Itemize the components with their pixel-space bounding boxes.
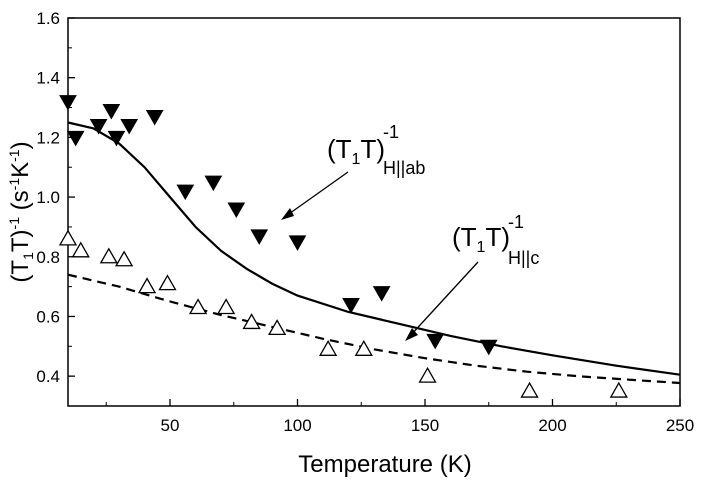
x-tick-label: 100 [283, 416, 311, 435]
marker-h-ab [426, 333, 445, 350]
x-axis-label: Temperature (K) [298, 451, 471, 478]
annotation-h-ab-arrowhead [281, 208, 294, 220]
marker-h-c [188, 298, 208, 315]
marker-h-c [137, 277, 157, 294]
x-tick-label: 50 [161, 416, 180, 435]
y-label-unit-k: K [7, 162, 34, 178]
marker-h-ab [372, 286, 391, 302]
x-tick-label: 250 [666, 416, 694, 435]
marker-h-ab [89, 118, 108, 135]
x-tick-label: 200 [538, 416, 566, 435]
annotation-h-c-sup: -1 [508, 212, 524, 232]
annotation-h-ab-arrow [285, 171, 349, 217]
annotation-h-c: (T1T) -1 H||c [405, 212, 539, 341]
y-label-sup1: -1 [6, 217, 22, 230]
marker-h-ab [107, 130, 126, 147]
y-tick-label: 0.8 [36, 248, 60, 267]
annotation-h-ab-text: (T1T) [327, 134, 385, 168]
marker-h-c [58, 229, 78, 246]
fit-curves [67, 121, 681, 385]
y-tick-label: 0.6 [36, 307, 60, 326]
marker-h-c [267, 319, 287, 336]
marker-h-c [242, 313, 261, 330]
marker-h-ab [59, 95, 77, 111]
marker-h-c [418, 366, 437, 383]
y-tick-label: 1.6 [36, 9, 60, 28]
marker-h-c [354, 339, 373, 356]
annotation-h-ab-mid: T) [360, 134, 385, 164]
y-tick-label: 0.4 [36, 367, 60, 386]
annotation-h-c-sub: 1 [477, 239, 486, 256]
marker-h-ab [204, 175, 223, 192]
annotation-h-ab: (T1T) -1 H||ab [281, 122, 425, 220]
marker-h-ab [145, 109, 164, 126]
axis-ticks: 50 100 150 200 250 0.4 0.6 0.8 1.0 1.2 1.4 1.6 [36, 9, 694, 435]
marker-h-c [158, 274, 177, 291]
annotation-h-c-base: (T [452, 222, 477, 252]
data-markers [58, 95, 628, 398]
marker-h-c [609, 381, 628, 398]
y-label-sup3: -1 [6, 149, 22, 162]
marker-h-c [216, 298, 236, 315]
y-label-unit-close: ) [7, 141, 34, 149]
marker-h-ab [66, 130, 85, 147]
marker-h-ab [176, 184, 195, 201]
marker-h-ab [227, 202, 246, 219]
y-axis-label: (T1T)-1 (s-1K-1) [6, 141, 36, 282]
annotation-h-c-text: (T1T) [452, 222, 510, 256]
fit-line-h-c [67, 273, 681, 385]
y-label-sub1: 1 [20, 252, 36, 260]
marker-h-ab [288, 235, 307, 251]
annotation-h-c-mid: T) [485, 222, 510, 252]
marker-h-ab [342, 298, 360, 314]
annotation-h-c-arrowhead [405, 328, 418, 341]
marker-h-c [318, 339, 338, 356]
plot-frame [67, 17, 681, 407]
marker-h-ab [120, 118, 139, 135]
fit-line-h-ab [67, 121, 681, 376]
annotation-h-ab-sub: 1 [352, 151, 361, 168]
annotation-h-c-arrow [409, 261, 479, 337]
y-label-sup2: -1 [6, 178, 22, 191]
y-tick-label: 1.2 [36, 128, 60, 147]
y-label-mid: T) [7, 229, 34, 252]
marker-h-c [99, 247, 118, 264]
annotation-h-c-subscript: H||c [508, 248, 539, 268]
y-label-unit-open: (s [7, 190, 34, 217]
marker-h-ab [250, 229, 269, 245]
annotation-h-ab-sup: -1 [383, 122, 399, 142]
y-label-base: (T [7, 260, 34, 283]
marker-h-ab [102, 104, 121, 120]
marker-h-c [71, 241, 90, 258]
y-tick-label: 1.0 [36, 188, 60, 207]
marker-h-c [114, 250, 134, 267]
annotation-h-ab-subscript: H||ab [383, 158, 425, 178]
marker-h-ab [479, 339, 498, 356]
annotation-h-ab-base: (T [327, 134, 352, 164]
x-tick-label: 150 [411, 416, 439, 435]
y-tick-label: 1.4 [36, 69, 60, 88]
marker-h-c [520, 381, 539, 398]
